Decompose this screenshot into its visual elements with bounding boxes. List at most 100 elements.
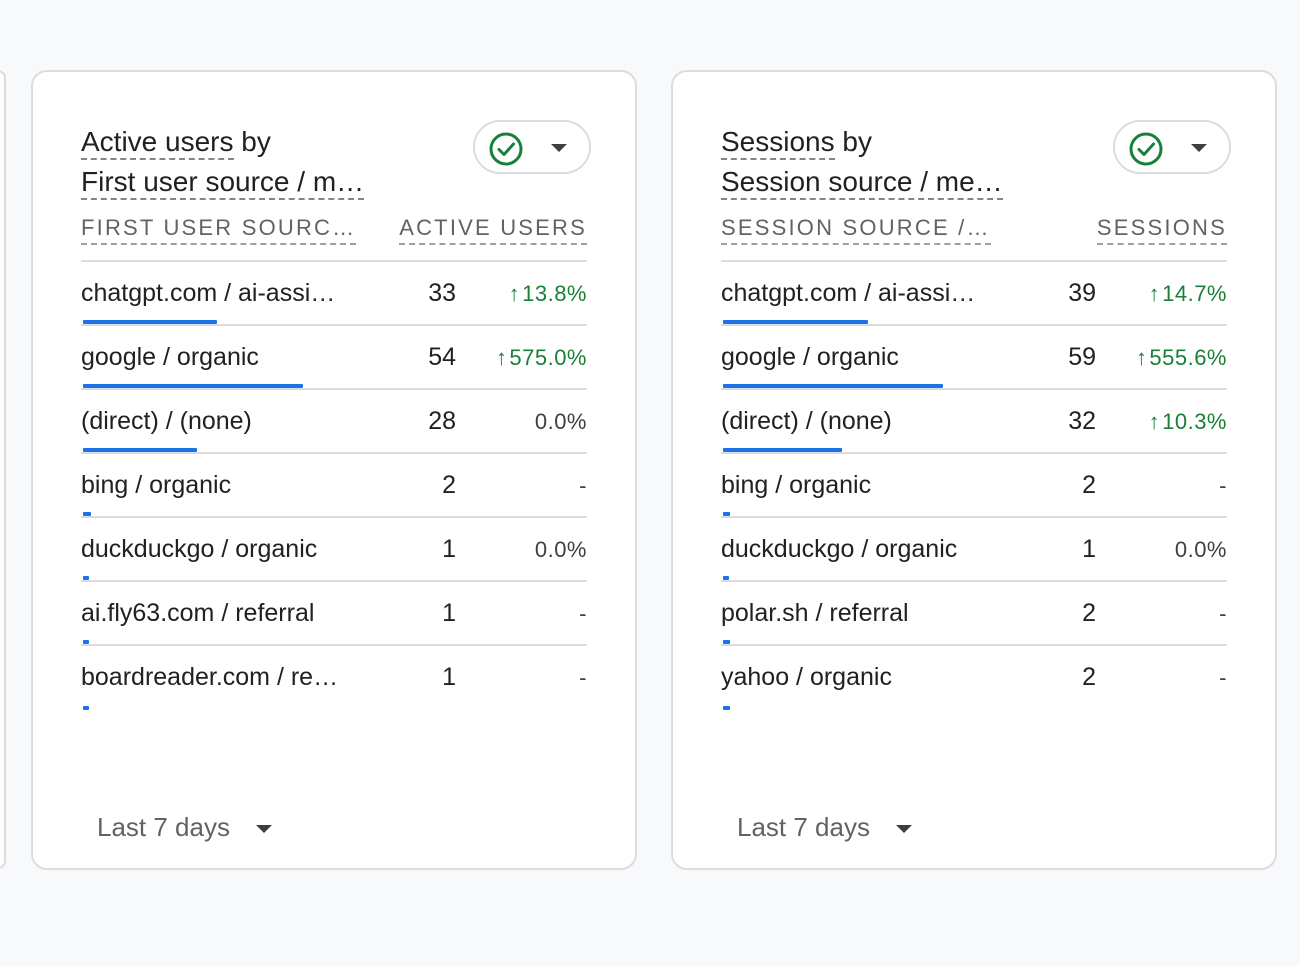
row-label: duckduckgo / organic [721,535,958,563]
row-value: 2 [1082,471,1096,499]
row-change: - [579,472,587,500]
row-change: 0.0% [535,536,587,564]
chevron-down-icon [255,825,272,834]
table-row[interactable]: google / organic 54 ↑575.0% [81,326,587,390]
sessions-card: Sessions by Session source / me… SESSION… [671,70,1277,870]
title-dimension[interactable]: First user source / m… [81,166,365,200]
title-metric[interactable]: Sessions [721,126,835,160]
row-value: 32 [1068,407,1096,435]
row-label: boardreader.com / re… [81,663,339,691]
column-header-metric[interactable]: ACTIVE USERS [399,214,587,245]
row-proportion-bar [723,640,730,644]
table-row[interactable]: chatgpt.com / ai-assi… 33 ↑13.8% [81,262,587,326]
row-proportion-bar [83,576,89,580]
column-header-metric[interactable]: SESSIONS [1096,214,1227,245]
row-label: ai.fly63.com / referral [81,599,315,627]
chevron-down-icon [551,144,567,152]
date-range-label: Last 7 days [97,812,230,842]
row-change: 0.0% [535,408,587,436]
row-value: 1 [442,535,456,563]
card-status-button[interactable] [473,120,591,174]
row-proportion-bar [723,320,868,324]
row-proportion-bar [723,384,943,388]
row-label: google / organic [81,343,259,371]
arrow-up-icon: ↑ [495,345,508,370]
row-label: yahoo / organic [721,663,892,691]
row-proportion-bar [723,448,842,452]
change-text: 10.3% [1162,409,1227,434]
row-value: 59 [1068,343,1096,371]
change-text: 0.0% [1174,537,1227,562]
row-value: 39 [1068,279,1096,307]
arrow-up-icon: ↑ [508,281,521,306]
data-table: chatgpt.com / ai-assi… 39 ↑14.7% google / o… [721,262,1227,710]
table-row[interactable]: duckduckgo / organic 1 0.0% [81,518,587,582]
table-row[interactable]: bing / organic 2 - [81,454,587,518]
card-title: Sessions by Session source / me… [721,122,1061,202]
title-connector: by [233,126,271,157]
table-row[interactable]: chatgpt.com / ai-assi… 39 ↑14.7% [721,262,1227,326]
change-text: - [579,665,587,690]
row-value: 2 [1082,599,1096,627]
title-metric[interactable]: Active users [81,126,234,160]
column-header-dimension[interactable]: FIRST USER SOURC… [81,214,357,245]
change-text: 555.6% [1149,345,1227,370]
card-title: Active users by First user source / m… [81,122,421,202]
date-range-label: Last 7 days [737,812,870,842]
row-label: duckduckgo / organic [81,535,318,563]
row-change: ↑13.8% [509,280,587,308]
table-row[interactable]: (direct) / (none) 32 ↑10.3% [721,390,1227,454]
row-label: chatgpt.com / ai-assi… [81,279,336,307]
row-label: bing / organic [721,471,872,499]
row-change: 0.0% [1175,536,1227,564]
table-row[interactable]: yahoo / organic 2 - [721,646,1227,710]
row-value: 1 [442,599,456,627]
row-change: - [1219,664,1227,692]
title-dimension[interactable]: Session source / me… [721,166,1003,200]
change-text: 0.0% [534,537,587,562]
row-proportion-bar [83,706,89,710]
change-text: - [1219,473,1227,498]
row-proportion-bar [83,512,91,516]
arrow-up-icon: ↑ [1148,281,1161,306]
chevron-down-icon [895,825,912,834]
title-connector: by [834,126,872,157]
table-row[interactable]: google / organic 59 ↑555.6% [721,326,1227,390]
row-value: 2 [442,471,456,499]
table-row[interactable]: ai.fly63.com / referral 1 - [81,582,587,646]
row-proportion-bar [83,384,303,388]
row-label: (direct) / (none) [81,407,252,435]
row-label: polar.sh / referral [721,599,909,627]
table-row[interactable]: polar.sh / referral 2 - [721,582,1227,646]
row-change: ↑575.0% [496,344,587,372]
check-circle-icon [1129,132,1163,166]
row-proportion-bar [723,512,730,516]
row-proportion-bar [723,706,730,710]
table-row[interactable]: duckduckgo / organic 1 0.0% [721,518,1227,582]
column-header-dimension[interactable]: SESSION SOURCE /… [721,214,991,245]
row-proportion-bar [83,448,197,452]
table-row[interactable]: bing / organic 2 - [721,454,1227,518]
table-divider [81,260,587,262]
row-value: 1 [1082,535,1096,563]
date-range-selector[interactable]: Last 7 days [737,812,912,843]
row-value: 28 [428,407,456,435]
change-text: - [579,473,587,498]
table-row[interactable]: (direct) / (none) 28 0.0% [81,390,587,454]
change-text: 13.8% [522,281,587,306]
card-status-button[interactable] [1113,120,1231,174]
change-text: - [1219,665,1227,690]
table-row[interactable]: boardreader.com / re… 1 - [81,646,587,710]
row-change: - [579,664,587,692]
row-label: (direct) / (none) [721,407,892,435]
change-text: - [1219,601,1227,626]
row-value: 1 [442,663,456,691]
active-users-card: Active users by First user source / m… F… [31,70,637,870]
row-change: ↑10.3% [1149,408,1227,436]
row-proportion-bar [83,640,89,644]
change-text: 14.7% [1162,281,1227,306]
row-change: ↑14.7% [1149,280,1227,308]
date-range-selector[interactable]: Last 7 days [97,812,272,843]
row-proportion-bar [723,576,729,580]
